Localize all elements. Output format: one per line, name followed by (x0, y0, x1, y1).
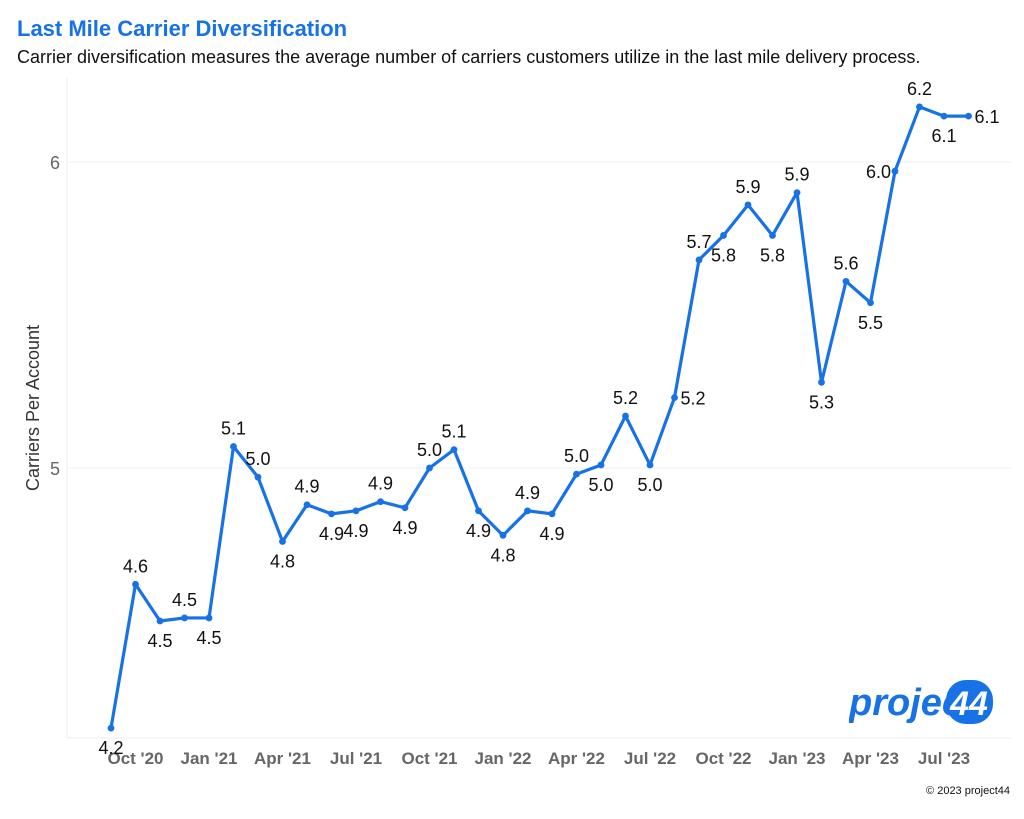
data-label: 4.9 (343, 521, 368, 541)
data-label: 4.9 (539, 524, 564, 544)
data-label: 6.1 (975, 107, 1000, 127)
data-label: 5.8 (711, 245, 736, 265)
data-label: 4.9 (466, 521, 491, 541)
data-label: 4.9 (294, 477, 319, 497)
chart-title: Last Mile Carrier Diversification (17, 16, 348, 41)
data-point (940, 112, 948, 120)
data-point (671, 394, 678, 402)
data-point (842, 277, 850, 285)
chart-subtitle: Carrier diversification measures the ave… (17, 47, 921, 67)
data-label: 4.6 (123, 556, 148, 576)
data-point (205, 614, 213, 622)
grid-layer (66, 78, 1012, 739)
data-label: 5.1 (441, 422, 466, 442)
data-label-layer: 4.24.64.54.54.55.15.04.84.94.9 4.94.94.95… (98, 79, 999, 758)
data-point (352, 507, 360, 515)
data-point (401, 504, 409, 512)
data-label: 4.5 (172, 590, 197, 610)
x-tick-label: Jul '22 (624, 749, 676, 768)
data-point (793, 189, 801, 197)
data-point (818, 378, 825, 386)
data-point (230, 443, 237, 450)
data-point (499, 531, 507, 539)
data-label: 5.0 (245, 449, 270, 469)
data-point (107, 724, 115, 732)
series-layer (107, 103, 972, 732)
data-label: 4.9 (368, 474, 393, 494)
data-point (720, 232, 727, 239)
data-point (695, 256, 703, 264)
data-point (450, 446, 458, 454)
data-label: 5.2 (681, 389, 706, 409)
data-label: 4.5 (147, 631, 172, 651)
data-point (524, 507, 531, 515)
data-label: 4.5 (196, 628, 221, 648)
data-label: 5.6 (833, 253, 858, 273)
data-point (426, 464, 433, 472)
data-point (646, 461, 654, 469)
x-tick-label: Oct '22 (695, 749, 751, 768)
data-point (475, 507, 482, 515)
x-tick-label: Jan '23 (769, 749, 826, 768)
data-label: 5.0 (417, 440, 442, 460)
data-label: 6.1 (931, 126, 956, 146)
data-label: 5.9 (784, 165, 809, 185)
data-point (744, 201, 752, 209)
axis-layer: 5 6 Oct '20 Jan '21 Apr '21 Jul '21 Oct '21 Jan… (50, 153, 970, 768)
data-label: 6.2 (907, 79, 932, 99)
data-label: 4.9 (319, 524, 344, 544)
data-point (867, 299, 874, 307)
data-point (769, 232, 776, 239)
y-tick-label: 5 (50, 459, 60, 479)
x-tick-label: Jul '23 (918, 749, 970, 768)
x-tick-label: Oct '21 (401, 749, 457, 768)
data-label: 5.8 (760, 245, 785, 265)
data-label: 5.0 (637, 475, 662, 495)
data-point (622, 412, 629, 420)
data-point (573, 470, 580, 478)
data-label: 5.2 (613, 388, 638, 408)
data-point (279, 538, 286, 545)
series-line (109, 105, 971, 730)
x-tick-label: Apr '22 (548, 749, 605, 768)
data-point (303, 501, 311, 509)
x-tick-label: Apr '23 (842, 749, 899, 768)
data-label: 5.5 (858, 313, 883, 333)
data-label: 4.2 (98, 738, 123, 758)
data-label: 4.9 (515, 483, 540, 503)
data-label: 4.8 (490, 545, 515, 565)
data-point (597, 461, 605, 469)
data-label: 5.0 (564, 446, 589, 466)
data-label: 4.9 (392, 518, 417, 538)
data-point (891, 167, 899, 175)
y-axis-label: Carriers Per Account (23, 325, 43, 491)
x-tick-label: Apr '21 (254, 749, 311, 768)
data-point (132, 580, 139, 588)
data-point (254, 473, 262, 481)
data-label: 4.8 (270, 551, 295, 571)
data-label: 5.7 (686, 232, 711, 252)
data-label: 5.0 (588, 475, 613, 495)
x-tick-label: Oct '20 (107, 749, 163, 768)
logo-badge (946, 680, 993, 724)
data-point (328, 510, 335, 518)
data-label: 6.0 (866, 162, 891, 182)
x-tick-label: Jan '22 (475, 749, 532, 768)
data-point (156, 617, 164, 625)
x-tick-label: Jul '21 (330, 749, 382, 768)
data-point (377, 498, 384, 506)
x-tick-label: Jan '21 (181, 749, 238, 768)
data-label: 5.3 (809, 392, 834, 412)
data-label: 5.9 (735, 177, 760, 197)
y-tick-label: 6 (50, 153, 60, 173)
project44-logo: project 44 (848, 674, 999, 728)
data-point (548, 510, 556, 518)
data-point (916, 103, 923, 111)
data-label: 5.1 (221, 419, 246, 439)
data-point (181, 614, 188, 622)
logo-badge-text: 44 (949, 685, 988, 723)
copyright-footer: © 2023 project44 (926, 785, 1010, 797)
data-point (965, 112, 972, 120)
